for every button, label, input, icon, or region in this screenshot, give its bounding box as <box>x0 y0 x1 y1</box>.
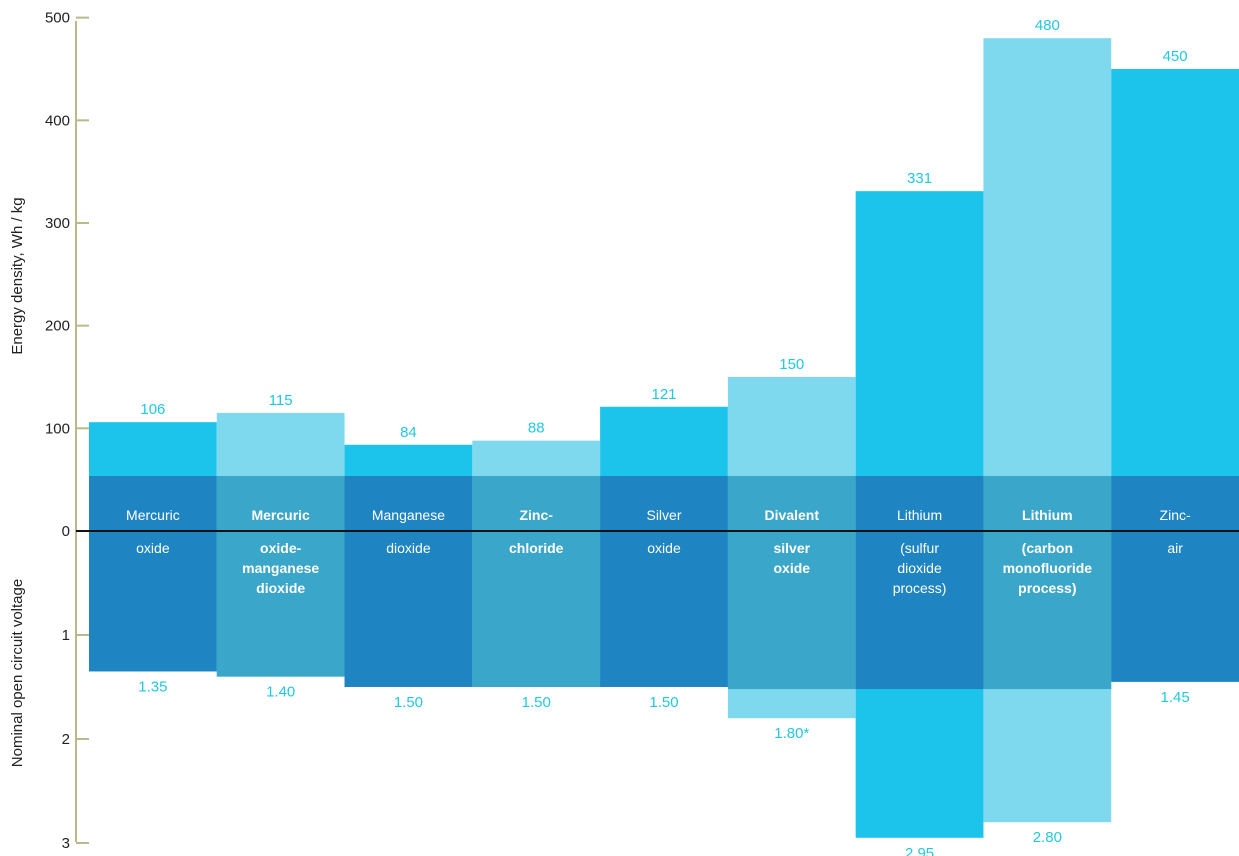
category-band <box>855 476 984 690</box>
voltage-value-label: 1.45 <box>1161 689 1190 706</box>
energy-value-label: 84 <box>400 424 417 441</box>
category-label: silver <box>773 540 810 556</box>
axis-layer: 500 400 300 200 100 0 1 2 3 <box>45 10 89 852</box>
voltage-value-label: 1.50 <box>394 694 423 711</box>
category-label: oxide <box>773 560 810 576</box>
bars-layer <box>89 38 1239 838</box>
voltage-axis-title: Nominal open circuit voltage <box>9 579 26 767</box>
category-label: Mercuric <box>126 507 180 523</box>
category-band <box>472 476 601 687</box>
category-label: monofluoride <box>1003 560 1093 576</box>
energy-tick-label: 0 <box>62 523 70 540</box>
category-label: air <box>1167 540 1183 556</box>
energy-value-label: 115 <box>269 392 293 409</box>
category-band <box>983 476 1112 690</box>
energy-value-label: 150 <box>779 356 804 373</box>
voltage-value-label: 1.50 <box>522 694 551 711</box>
energy-bar <box>1111 68 1239 532</box>
category-label: process) <box>893 580 947 596</box>
energy-bar <box>983 38 1112 532</box>
voltage-value-label: 1.50 <box>649 694 678 711</box>
energy-value-label: 480 <box>1035 17 1060 34</box>
category-label: Lithium <box>897 507 942 523</box>
energy-value-label: 450 <box>1163 48 1188 65</box>
energy-tick-label: 400 <box>45 112 70 129</box>
category-label: Silver <box>646 507 681 523</box>
category-band <box>1111 476 1239 682</box>
category-label: dioxide <box>897 560 942 576</box>
category-label: Lithium <box>1022 507 1073 523</box>
voltage-value-label: 1.40 <box>266 684 295 701</box>
voltage-value-label: 1.80* <box>774 725 809 742</box>
energy-bar <box>855 191 984 531</box>
energy-tick-label: 200 <box>45 318 70 335</box>
energy-tick-label: 100 <box>45 420 70 437</box>
category-band <box>216 476 345 677</box>
energy-value-label: 121 <box>651 386 676 403</box>
voltage-value-label: 1.35 <box>138 678 167 695</box>
bands-layer <box>89 476 1239 690</box>
category-band <box>89 476 217 672</box>
category-label: (sulfur <box>900 540 939 556</box>
category-label: oxide <box>647 540 681 556</box>
category-label: chloride <box>509 540 564 556</box>
category-band <box>600 476 728 687</box>
energy-value-label: 331 <box>907 170 932 187</box>
energy-axis-title: Energy density, Wh / kg <box>9 197 26 354</box>
category-label: dioxide <box>386 540 431 556</box>
voltage-value-label: 2.95 <box>905 845 934 856</box>
category-label: Zinc- <box>519 507 553 523</box>
energy-tick-label: 300 <box>45 215 70 232</box>
category-band <box>727 476 856 690</box>
category-label: manganese <box>242 560 319 576</box>
category-band <box>344 476 473 687</box>
voltage-tick-label: 2 <box>62 731 70 748</box>
voltage-tick-label: 3 <box>62 835 70 852</box>
category-label: dioxide <box>256 580 305 596</box>
energy-tick-label: 500 <box>45 10 70 27</box>
category-label: Mercuric <box>251 507 310 523</box>
category-label: Manganese <box>372 507 445 523</box>
category-label: oxide- <box>260 540 302 556</box>
category-label: oxide <box>136 540 170 556</box>
voltage-tick-label: 1 <box>62 627 70 644</box>
category-label: (carbon <box>1022 540 1073 556</box>
voltage-value-label: 2.80 <box>1033 829 1062 846</box>
category-label: Zinc- <box>1160 507 1191 523</box>
energy-value-label: 106 <box>140 401 165 418</box>
category-label: Divalent <box>765 507 820 523</box>
energy-value-label: 88 <box>528 420 545 437</box>
labels-layer: 106 1.35 Mercuric oxide 115 1.40 Mercuric oxide… <box>126 17 1191 856</box>
category-label: process) <box>1018 580 1076 596</box>
